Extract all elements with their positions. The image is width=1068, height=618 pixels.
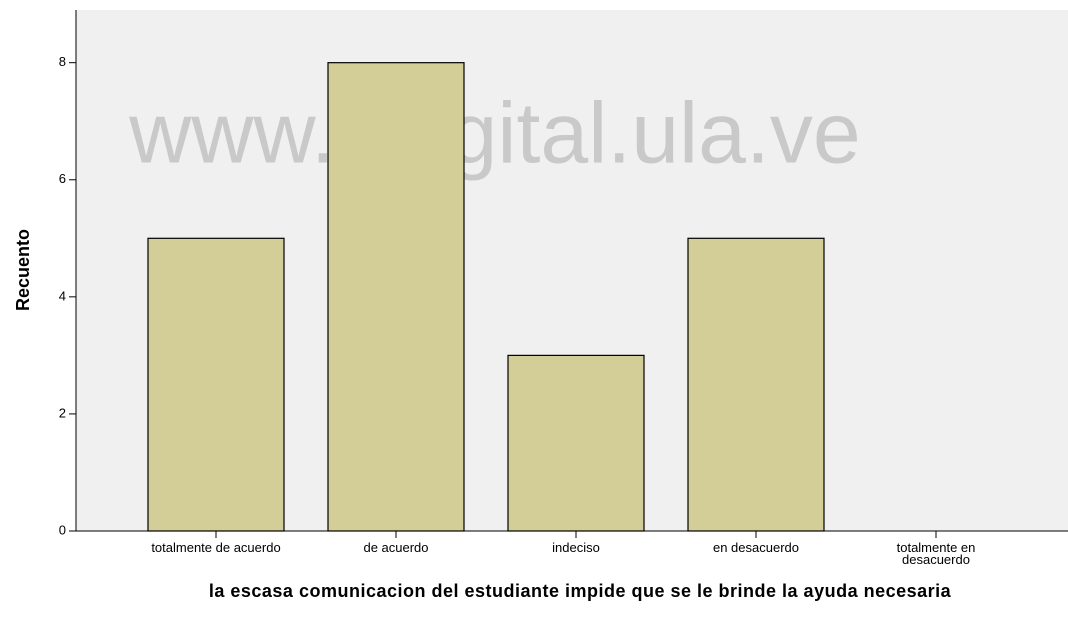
bar bbox=[687, 237, 825, 532]
x-tick-label: en desacuerdo bbox=[712, 540, 799, 555]
x-tick-label: totalmente en desacuerdo bbox=[896, 540, 976, 567]
y-tick-label: 0 bbox=[59, 522, 66, 537]
bar bbox=[147, 237, 285, 532]
y-axis-title: Recuento bbox=[13, 229, 33, 311]
x-tick-label: de acuerdo bbox=[363, 540, 429, 555]
x-tick-label: indeciso bbox=[552, 540, 600, 555]
bar bbox=[507, 354, 645, 532]
y-tick-label: 2 bbox=[59, 405, 66, 420]
watermark: www.bdigital.ula.ve bbox=[128, 86, 860, 182]
y-tick-label: 8 bbox=[59, 54, 66, 69]
y-tick-label: 4 bbox=[59, 288, 66, 303]
x-axis-title: la escasa comunicacion del estudiante im… bbox=[208, 581, 952, 601]
x-tick-label: totalmente de acuerdo bbox=[151, 540, 281, 555]
y-tick-label: 6 bbox=[59, 171, 66, 186]
bar bbox=[327, 62, 465, 532]
